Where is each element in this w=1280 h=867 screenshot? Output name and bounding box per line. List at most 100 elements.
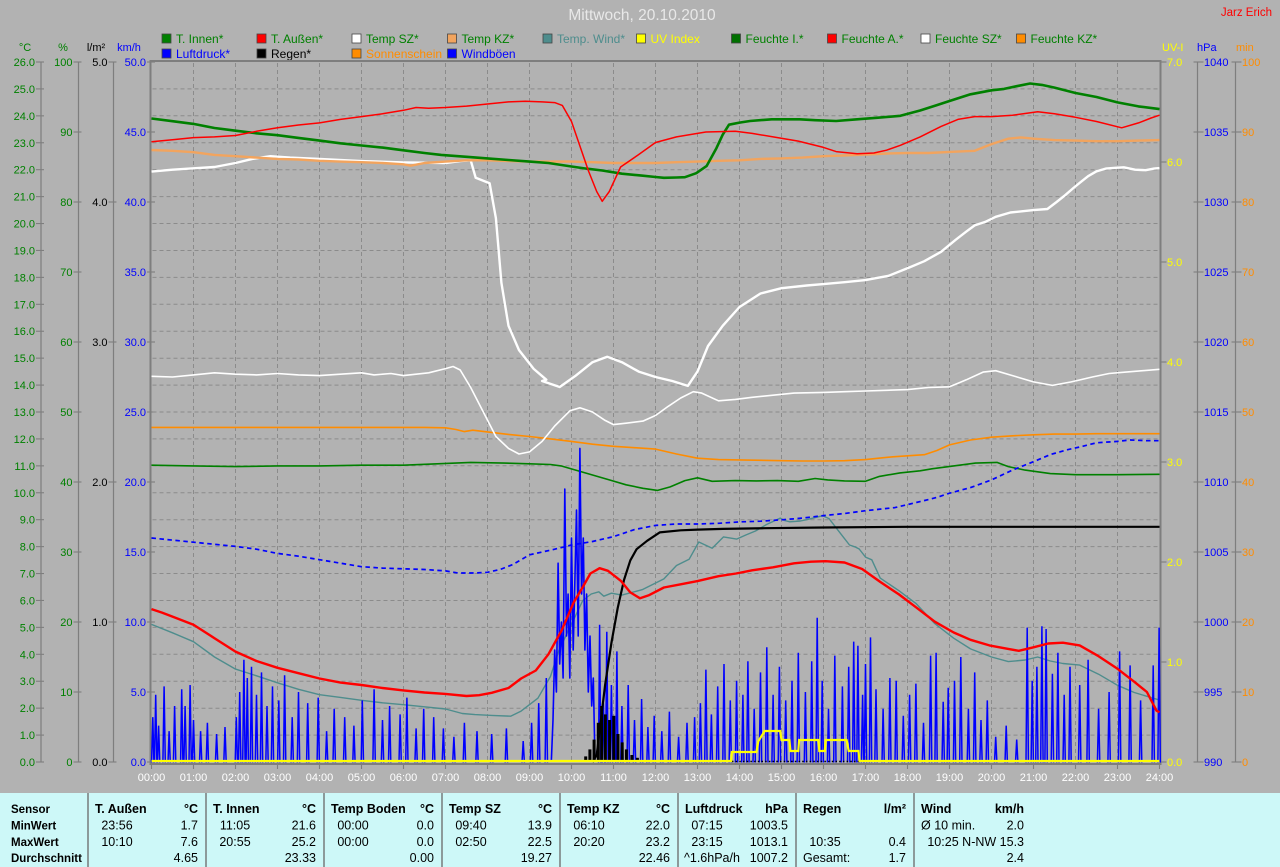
- svg-text:5.0: 5.0: [131, 687, 146, 699]
- svg-text:4.65: 4.65: [174, 851, 198, 865]
- svg-text:Luftdruck*: Luftdruck*: [176, 47, 230, 61]
- svg-text:6.0: 6.0: [1167, 157, 1182, 169]
- svg-text:26.0: 26.0: [14, 57, 35, 69]
- svg-text:3.0: 3.0: [20, 676, 35, 688]
- svg-text:24.0: 24.0: [14, 111, 35, 123]
- svg-text:23:15: 23:15: [691, 835, 722, 849]
- svg-text:21.6: 21.6: [292, 819, 316, 833]
- svg-text:0.0: 0.0: [92, 757, 107, 769]
- svg-text:40: 40: [1242, 477, 1254, 489]
- svg-text:18:00: 18:00: [894, 772, 922, 784]
- svg-text:Feuchte KZ*: Feuchte KZ*: [1031, 32, 1098, 46]
- svg-text:22:00: 22:00: [1062, 772, 1090, 784]
- svg-text:9.0: 9.0: [20, 515, 35, 527]
- svg-text:°C: °C: [420, 802, 434, 816]
- svg-text:Temp Boden: Temp Boden: [331, 802, 406, 816]
- svg-text:16:00: 16:00: [810, 772, 838, 784]
- svg-text:6.0: 6.0: [20, 596, 35, 608]
- svg-text:22.46: 22.46: [639, 851, 670, 865]
- svg-text:0.0: 0.0: [417, 835, 434, 849]
- svg-text:%: %: [58, 42, 68, 54]
- svg-text:1015: 1015: [1204, 407, 1228, 419]
- svg-text:12.0: 12.0: [14, 434, 35, 446]
- svg-text:0.0: 0.0: [1167, 757, 1182, 769]
- svg-text:25.0: 25.0: [125, 407, 146, 419]
- svg-text:1.0: 1.0: [1167, 657, 1182, 669]
- svg-text:60: 60: [60, 337, 72, 349]
- svg-text:70: 70: [1242, 267, 1254, 279]
- svg-text:3.0: 3.0: [92, 337, 107, 349]
- svg-text:0: 0: [66, 757, 72, 769]
- svg-text:10:10: 10:10: [101, 835, 132, 849]
- svg-text:04:00: 04:00: [306, 772, 334, 784]
- svg-text:Temp SZ*: Temp SZ*: [366, 32, 419, 46]
- svg-text:1040: 1040: [1204, 57, 1228, 69]
- svg-text:05:00: 05:00: [348, 772, 376, 784]
- svg-text:20.0: 20.0: [125, 477, 146, 489]
- svg-text:0.0: 0.0: [131, 757, 146, 769]
- svg-text:07:00: 07:00: [432, 772, 460, 784]
- svg-text:Regen*: Regen*: [271, 47, 311, 61]
- svg-text:1035: 1035: [1204, 127, 1228, 139]
- svg-text:23:56: 23:56: [101, 819, 132, 833]
- svg-text:°C: °C: [538, 802, 552, 816]
- svg-text:2.0: 2.0: [1167, 557, 1182, 569]
- svg-text:T. Außen*: T. Außen*: [271, 32, 323, 46]
- svg-text:45.0: 45.0: [125, 127, 146, 139]
- svg-text:80: 80: [1242, 197, 1254, 209]
- svg-text:Ø 10 min.: Ø 10 min.: [921, 819, 975, 833]
- svg-text:Feuchte A.*: Feuchte A.*: [842, 32, 904, 46]
- svg-text:20: 20: [60, 617, 72, 629]
- svg-text:10:35: 10:35: [809, 835, 840, 849]
- svg-text:19:00: 19:00: [936, 772, 964, 784]
- svg-text:7.0: 7.0: [20, 569, 35, 581]
- svg-text:km/h: km/h: [995, 802, 1024, 816]
- svg-text:1.7: 1.7: [181, 819, 198, 833]
- svg-text:10: 10: [60, 687, 72, 699]
- svg-text:15.0: 15.0: [125, 547, 146, 559]
- svg-text:00:00: 00:00: [337, 835, 368, 849]
- svg-text:1007.2: 1007.2: [750, 851, 788, 865]
- svg-text:Gesamt:: Gesamt:: [803, 851, 850, 865]
- svg-text:20: 20: [1242, 617, 1254, 629]
- svg-text:0: 0: [1242, 757, 1248, 769]
- svg-text:00:00: 00:00: [138, 772, 166, 784]
- svg-text:Feuchte SZ*: Feuchte SZ*: [935, 32, 1002, 46]
- svg-text:20:00: 20:00: [978, 772, 1006, 784]
- svg-text:23.33: 23.33: [285, 851, 316, 865]
- svg-text:1.0: 1.0: [92, 617, 107, 629]
- svg-text:0.0: 0.0: [417, 819, 434, 833]
- svg-text:100: 100: [1242, 57, 1260, 69]
- svg-text:°C: °C: [302, 802, 316, 816]
- svg-text:5.0: 5.0: [20, 622, 35, 634]
- svg-text:Temp KZ: Temp KZ: [567, 802, 620, 816]
- svg-text:14.0: 14.0: [14, 380, 35, 392]
- svg-text:10:25: 10:25: [927, 835, 958, 849]
- svg-text:40.0: 40.0: [125, 197, 146, 209]
- svg-text:02:50: 02:50: [455, 835, 486, 849]
- svg-text:4.0: 4.0: [1167, 357, 1182, 369]
- svg-text:Temp KZ*: Temp KZ*: [462, 32, 515, 46]
- svg-text:90: 90: [60, 127, 72, 139]
- svg-text:3.0: 3.0: [1167, 457, 1182, 469]
- svg-text:11:00: 11:00: [600, 772, 627, 784]
- svg-text:01:00: 01:00: [180, 772, 208, 784]
- svg-text:10:00: 10:00: [558, 772, 586, 784]
- svg-text:17:00: 17:00: [852, 772, 880, 784]
- svg-text:22.0: 22.0: [646, 819, 670, 833]
- svg-text:hPa: hPa: [1197, 42, 1217, 54]
- svg-text:Mittwoch, 20.10.2010: Mittwoch, 20.10.2010: [568, 7, 716, 24]
- svg-text:30: 30: [60, 547, 72, 559]
- svg-text:Sonnenschein: Sonnenschein: [366, 47, 442, 61]
- svg-text:10: 10: [1242, 687, 1254, 699]
- svg-text:13.9: 13.9: [528, 819, 552, 833]
- svg-text:0.4: 0.4: [889, 835, 906, 849]
- svg-text:Temp. Wind*: Temp. Wind*: [557, 32, 625, 46]
- svg-text:00:00: 00:00: [337, 819, 368, 833]
- svg-text:°C: °C: [656, 802, 670, 816]
- svg-text:22.0: 22.0: [14, 165, 35, 177]
- svg-text:24:00: 24:00: [1146, 772, 1174, 784]
- svg-text:1.7: 1.7: [889, 851, 906, 865]
- svg-text:1005: 1005: [1204, 547, 1228, 559]
- svg-text:22.5: 22.5: [528, 835, 552, 849]
